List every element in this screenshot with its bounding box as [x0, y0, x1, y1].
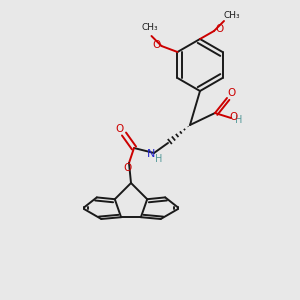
Text: O: O	[215, 24, 223, 34]
Text: CH₃: CH₃	[141, 23, 158, 32]
Text: O: O	[115, 124, 123, 134]
Text: H: H	[235, 115, 243, 125]
Text: O: O	[152, 40, 160, 50]
Text: O: O	[230, 112, 238, 122]
Text: H: H	[155, 154, 163, 164]
Text: CH₃: CH₃	[224, 11, 240, 20]
Text: O: O	[124, 163, 132, 173]
Text: N: N	[147, 149, 155, 159]
Text: O: O	[227, 88, 235, 98]
